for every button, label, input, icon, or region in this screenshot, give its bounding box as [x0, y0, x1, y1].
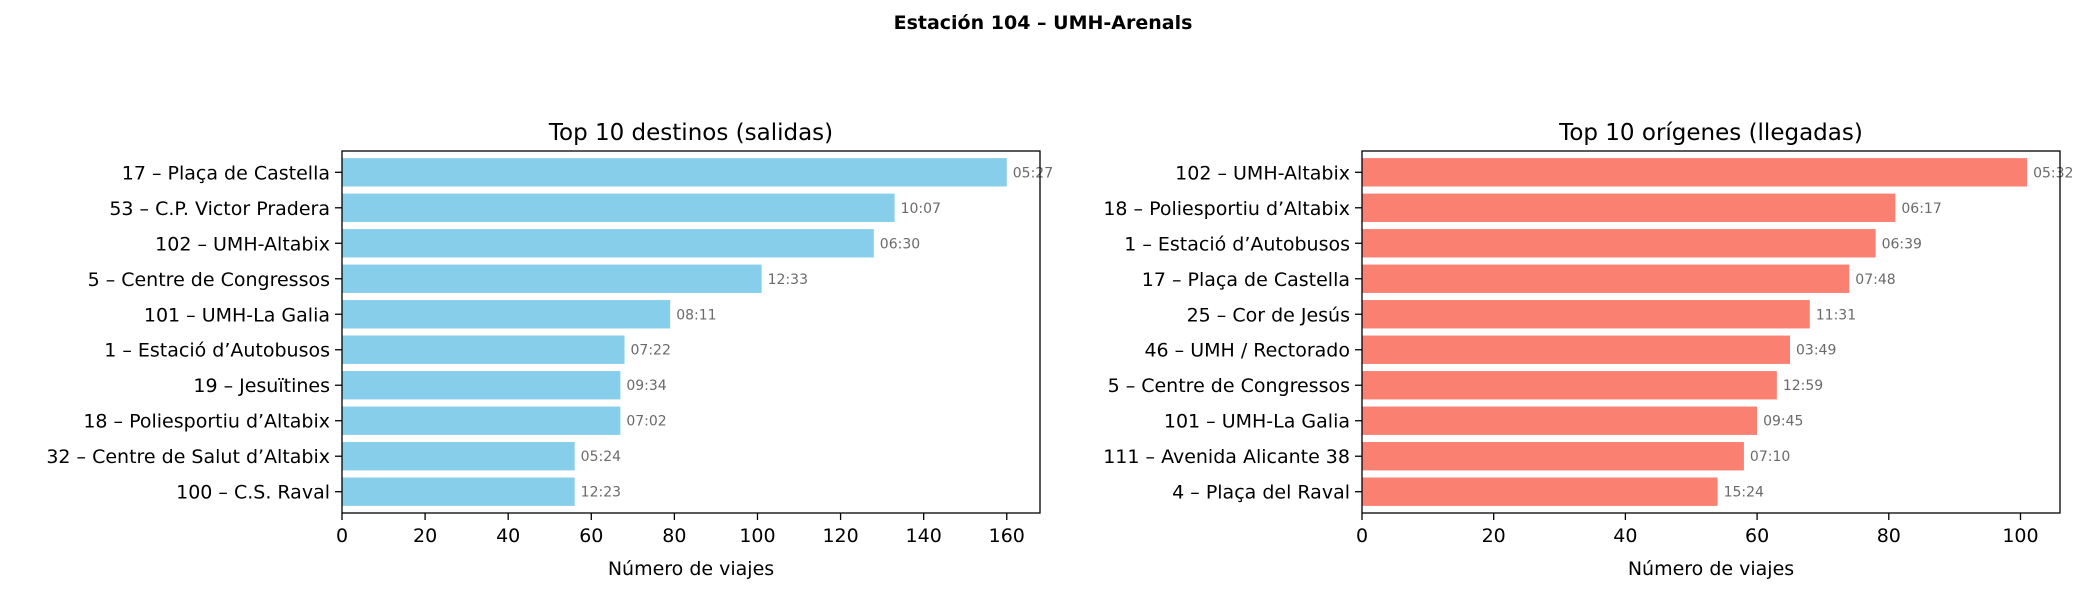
axes-frame	[1361, 150, 2061, 514]
x-axis-label: Número de viajes	[608, 558, 774, 580]
bar	[1362, 264, 1850, 293]
x-tick-label: 40	[1613, 525, 1637, 547]
bar	[1362, 335, 1791, 364]
x-tick-label: 20	[1482, 525, 1506, 547]
bar	[342, 229, 874, 258]
x-tick-label: 40	[496, 525, 520, 547]
bar	[342, 477, 575, 506]
bar	[342, 442, 575, 471]
x-tick-label: 20	[413, 525, 437, 547]
bar	[1362, 229, 1876, 258]
bar	[1362, 477, 1718, 506]
y-tick-label: 102 – UMH-Altabix	[1175, 162, 1350, 184]
y-tick-label: 25 – Cor de Jesús	[1187, 304, 1350, 326]
y-tick-label: 17 – Plaça de Castella	[122, 162, 330, 184]
y-tick-label: 101 – UMH-La Galia	[1164, 411, 1350, 433]
y-tick-label: 19 – Jesuïtines	[193, 375, 330, 397]
bar-annotation: 12:33	[768, 272, 808, 288]
bar-annotation: 07:22	[631, 343, 671, 359]
bar-annotation: 06:30	[880, 236, 920, 252]
bar-annotation: 12:59	[1783, 378, 1823, 394]
chart-title: Top 10 orígenes (llegadas)	[1558, 120, 1863, 146]
y-tick-label: 46 – UMH / Rectorado	[1144, 340, 1350, 362]
x-axis-label: Número de viajes	[1628, 558, 1794, 580]
bar	[342, 264, 762, 293]
bar	[1362, 158, 2028, 187]
bar-annotation: 06:17	[1901, 201, 1941, 217]
y-tick-label: 53 – C.P. Victor Pradera	[109, 198, 330, 220]
axes-frame	[341, 150, 1041, 514]
y-tick-label: 5 – Centre de Congressos	[1108, 375, 1350, 397]
y-tick-label: 111 – Avenida Alicante 38	[1103, 446, 1350, 468]
panel-destinos: Top 10 destinos (salidas) 17 – Plaça de C…	[46, 120, 1053, 580]
bar	[1362, 371, 1777, 400]
x-tick-label: 0	[336, 525, 348, 547]
y-tick-label: 18 – Poliesportiu d’Altabix	[83, 411, 330, 433]
bar-annotation: 03:49	[1796, 343, 1836, 359]
bar	[342, 158, 1007, 187]
x-tick-label: 60	[579, 525, 603, 547]
x-tick-label: 100	[739, 525, 775, 547]
x-tick-label: 100	[2002, 525, 2038, 547]
panel-origenes: Top 10 orígenes (llegadas) 102 – UMH-Alta…	[1103, 120, 2073, 580]
x-tick-label: 0	[1356, 525, 1368, 547]
bar	[1362, 300, 1810, 329]
bar	[342, 406, 621, 435]
bar-annotation: 08:11	[676, 307, 716, 323]
bar-annotation: 12:23	[581, 485, 621, 501]
figure-suptitle: Estación 104 – UMH-Arenals	[894, 12, 1193, 34]
y-tick-label: 32 – Centre de Salut d’Altabix	[46, 446, 330, 468]
y-tick-label: 18 – Poliesportiu d’Altabix	[1103, 198, 1350, 220]
bar	[342, 371, 621, 400]
bar	[1362, 193, 1896, 222]
x-tick-label: 140	[906, 525, 942, 547]
bar-annotation: 07:48	[1855, 272, 1895, 288]
y-tick-label: 1 – Estació d’Autobusos	[104, 340, 330, 362]
bar-annotation: 05:24	[581, 449, 621, 465]
bar-annotation: 15:24	[1724, 485, 1764, 501]
bar	[342, 300, 671, 329]
bar	[342, 335, 625, 364]
y-tick-label: 102 – UMH-Altabix	[155, 233, 330, 255]
y-tick-label: 4 – Plaça del Raval	[1172, 482, 1350, 504]
x-tick-label: 60	[1745, 525, 1769, 547]
x-tick-label: 120	[822, 525, 858, 547]
y-tick-label: 17 – Plaça de Castella	[1142, 269, 1350, 291]
y-tick-label: 100 – C.S. Raval	[176, 482, 330, 504]
bar-annotation: 05:32	[2033, 165, 2073, 181]
bar	[1362, 406, 1758, 435]
bar	[342, 193, 895, 222]
x-tick-label: 80	[1877, 525, 1901, 547]
bar-annotation: 07:02	[626, 414, 666, 430]
bar-annotation: 05:27	[1013, 165, 1053, 181]
bar-annotation: 09:45	[1763, 414, 1803, 430]
y-tick-label: 101 – UMH-La Galia	[144, 304, 330, 326]
x-tick-label: 160	[989, 525, 1025, 547]
y-tick-label: 1 – Estació d’Autobusos	[1124, 233, 1350, 255]
bar	[1362, 442, 1744, 471]
bar-annotation: 11:31	[1816, 307, 1856, 323]
bar-annotation: 09:34	[626, 378, 666, 394]
bar-annotation: 07:10	[1750, 449, 1790, 465]
bar-annotation: 06:39	[1882, 236, 1922, 252]
chart-title: Top 10 destinos (salidas)	[548, 120, 833, 146]
y-tick-label: 5 – Centre de Congressos	[88, 269, 330, 291]
x-tick-label: 80	[662, 525, 686, 547]
bar-annotation: 10:07	[901, 201, 941, 217]
